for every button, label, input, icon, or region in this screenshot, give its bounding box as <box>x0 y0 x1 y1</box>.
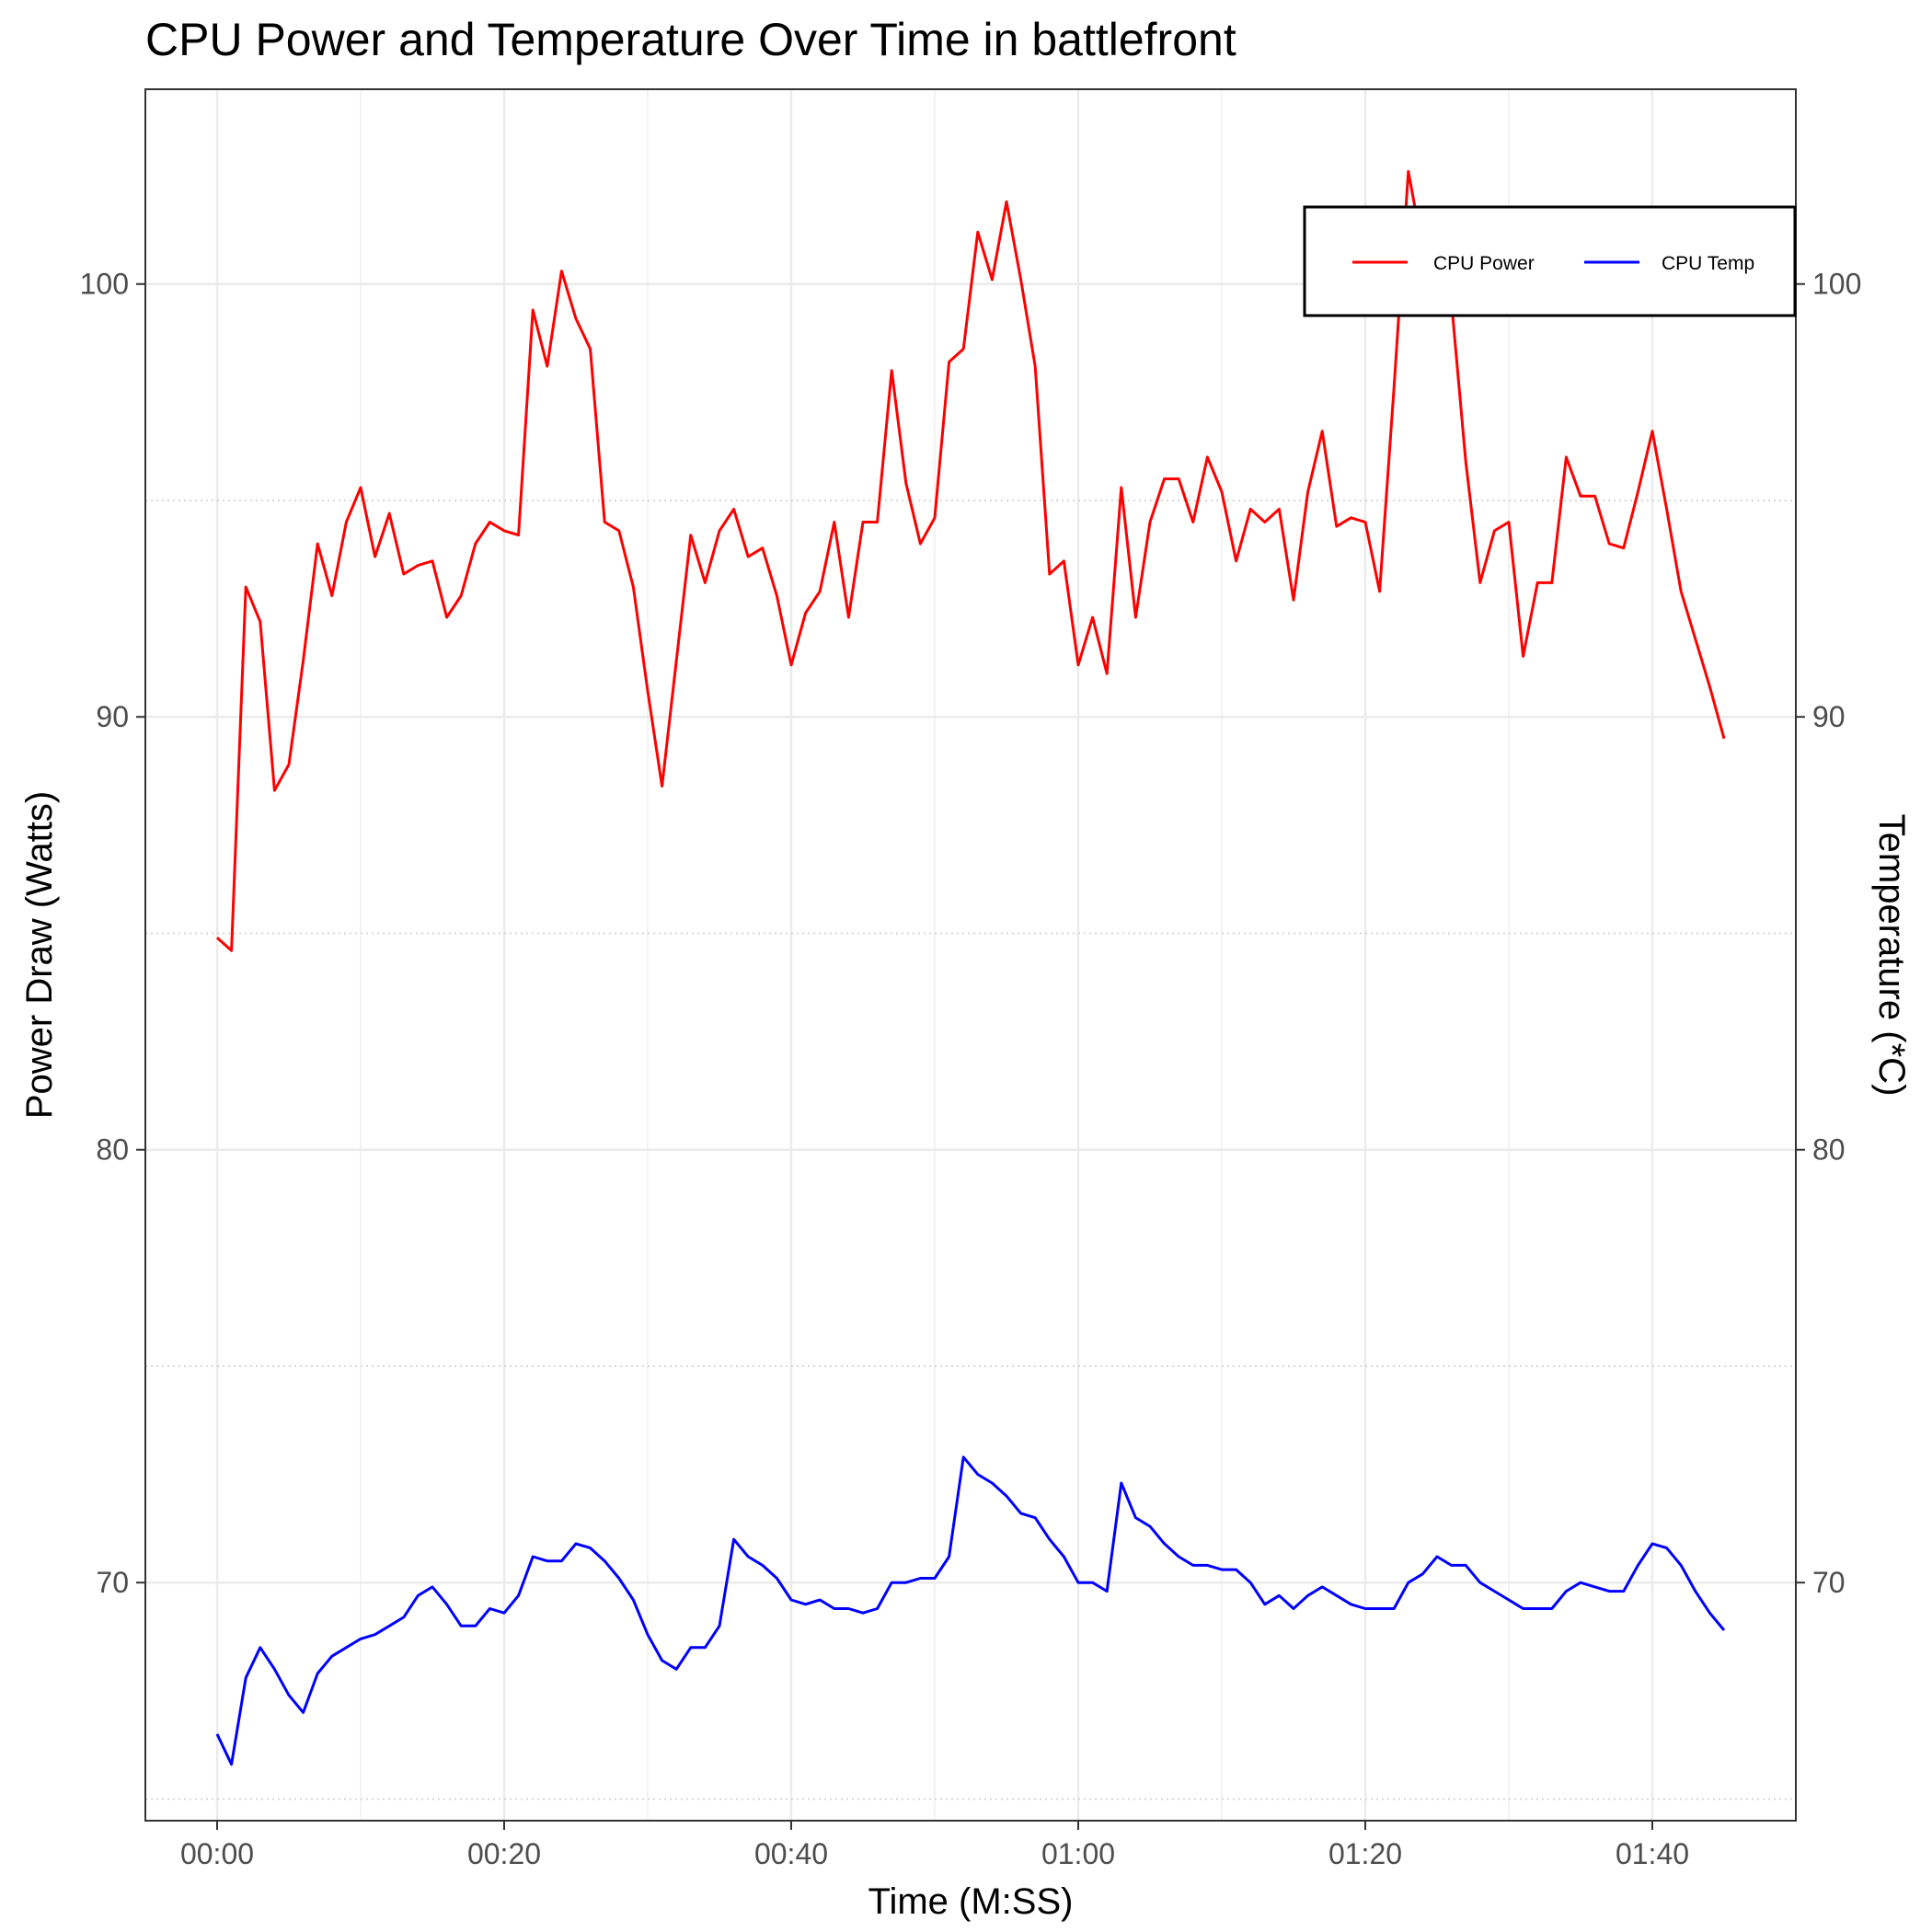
y-tick-label-right: 70 <box>1812 1566 1846 1599</box>
y-tick-label-left: 100 <box>80 268 129 301</box>
y-axis-title-left: Power Draw (Watts) <box>19 791 60 1119</box>
series-lines <box>215 169 1726 1766</box>
y-axis-right: 70 80 90 100 <box>1796 268 1861 1599</box>
plot-panel-border <box>144 88 1797 1822</box>
y-tick-label-right: 80 <box>1812 1133 1846 1167</box>
y-tick-label-right: 100 <box>1812 268 1861 301</box>
x-axis-title: Time (M:SS) <box>868 1881 1074 1922</box>
legend-label-cpu-power: CPU Power <box>1433 253 1535 274</box>
x-tick-label: 00:40 <box>754 1837 828 1870</box>
grid <box>145 89 1797 1821</box>
y-axis-left: 70 80 90 100 <box>80 268 145 1599</box>
legend: CPU Power CPU Temp <box>1303 205 1797 317</box>
x-tick-label: 00:20 <box>467 1837 541 1870</box>
legend-box <box>1303 205 1797 317</box>
chart-title: CPU Power and Temperature Over Time in b… <box>145 14 1236 65</box>
y-tick-label-right: 90 <box>1812 700 1846 733</box>
y-tick-label-left: 80 <box>96 1133 129 1167</box>
x-axis: 00:00 00:20 00:40 01:00 01:20 01:40 <box>180 1821 1689 1870</box>
series-line-cpu-power <box>215 169 1726 952</box>
x-tick-label: 01:40 <box>1616 1837 1689 1870</box>
x-tick-label: 00:00 <box>180 1837 254 1870</box>
y-tick-label-left: 70 <box>96 1566 129 1599</box>
y-tick-label-left: 90 <box>96 700 129 733</box>
x-tick-label: 01:20 <box>1328 1837 1402 1870</box>
y-axis-title-right: Temperature (*C) <box>1871 814 1912 1097</box>
series-line-cpu-temp <box>215 1455 1726 1766</box>
legend-label-cpu-temp: CPU Temp <box>1662 253 1754 274</box>
x-tick-label: 01:00 <box>1041 1837 1115 1870</box>
